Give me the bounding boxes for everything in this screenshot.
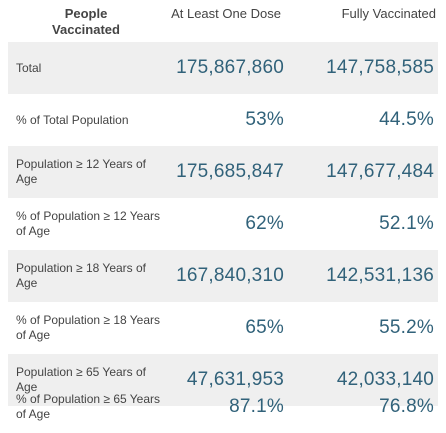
table-row-pct-18: % of Population ≥ 18 Years of Age 65% 55… [8,302,438,354]
row-label: Population ≥ 18 Years of Age [16,261,147,290]
fully-vaccinated-value: 52.1% [379,213,434,234]
one-dose-value: 53% [245,109,284,130]
table-row-pop-12: Population ≥ 12 Years of Age 175,685,847… [8,146,438,198]
table-row-pct-12: % of Population ≥ 12 Years of Age 62% 52… [8,198,438,250]
table-header: People Vaccinated At Least One Dose Full… [0,0,446,42]
row-label: Population ≥ 12 Years of Age [16,157,147,186]
row-label: % of Population ≥ 18 Years of Age [16,313,161,342]
fully-vaccinated-value: 42,033,140 [336,369,434,390]
table-row-pop-18: Population ≥ 18 Years of Age 167,840,310… [8,250,438,302]
fully-vaccinated-value: 44.5% [379,109,434,130]
fully-vaccinated-value: 147,758,585 [326,57,434,78]
fully-vaccinated-header: Fully Vaccinated [341,6,436,21]
row-label: % of Population ≥ 65 Years of Age [16,392,161,421]
at-least-one-dose-header: At Least One Dose [171,6,281,21]
one-dose-value: 47,631,953 [186,369,284,390]
fully-vaccinated-value: 142,531,136 [326,265,434,286]
table-row-total: Total 175,867,860 147,758,585 [8,42,438,94]
one-dose-value: 62% [245,213,284,234]
people-vaccinated-header-text: People Vaccinated [52,6,120,37]
row-label: % of Population ≥ 12 Years of Age [16,209,161,238]
row-label: Total [16,60,42,75]
one-dose-value: 175,685,847 [176,161,284,182]
table-row-pct-65: % of Population ≥ 65 Years of Age 87.1% … [8,381,438,433]
people-vaccinated-header: People Vaccinated [8,6,164,38]
fully-vaccinated-value: 76.8% [379,396,434,417]
one-dose-value: 175,867,860 [176,57,284,78]
table-row-pop-65: Population ≥ 65 Years of Age 47,631,953 … [8,354,438,406]
one-dose-value: 167,840,310 [176,265,284,286]
fully-vaccinated-value: 55.2% [379,317,434,338]
fully-vaccinated-value: 147,677,484 [326,161,434,182]
row-label: Population ≥ 65 Years of Age [16,365,147,394]
row-label: % of Total Population [16,112,129,127]
one-dose-value: 87.1% [229,396,284,417]
one-dose-value: 65% [245,317,284,338]
table-row-pct-total: % of Total Population 53% 44.5% [8,94,438,146]
